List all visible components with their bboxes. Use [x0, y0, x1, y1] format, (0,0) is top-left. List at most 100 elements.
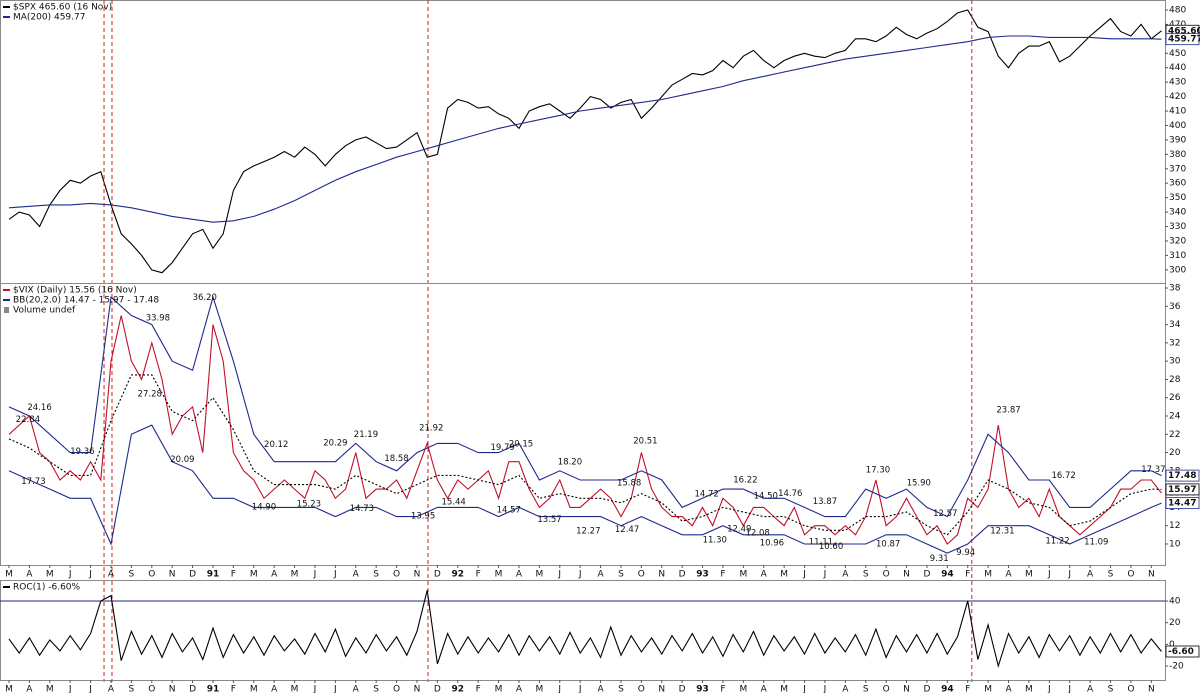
x-tick-label: O [148, 570, 155, 580]
peak-label: 12.27 [576, 527, 600, 537]
y-tick-label: 40 [1169, 597, 1181, 607]
peak-label: 14.57 [497, 506, 521, 516]
x-tick-label: A [1005, 685, 1012, 693]
y-tick-label: 380 [1169, 150, 1186, 160]
peak-label: 14.73 [350, 504, 374, 514]
legend-label: Volume undef [13, 306, 76, 316]
x-tick-label: J [1067, 685, 1071, 693]
x-tick-label: M [984, 685, 992, 693]
x-tick-label: D [679, 570, 686, 580]
peak-label: 16.72 [1051, 471, 1075, 481]
peak-label: 18.58 [384, 454, 408, 464]
x-tick-label: M [780, 570, 788, 580]
x-tick-label: 92 [451, 570, 464, 580]
y-tick-label: 360 [1169, 179, 1186, 189]
peak-label: 36.20 [193, 293, 217, 303]
x-tick-label: N [903, 685, 910, 693]
x-tick-label: A [26, 570, 33, 580]
x-tick-label: F [231, 570, 236, 580]
peak-label: 20.15 [509, 440, 533, 450]
y-tick-label: 38 [1169, 284, 1181, 294]
last-value-label: -6.60 [1168, 647, 1194, 657]
x-tick-label: M [1025, 685, 1033, 693]
x-tick-label: 94 [941, 570, 954, 580]
x-tick-label: J [333, 570, 337, 580]
x-tick-label: M [250, 685, 258, 693]
x-tick-label: D [434, 570, 441, 580]
x-tick-label: S [1108, 685, 1114, 693]
y-tick-label: 410 [1169, 107, 1186, 117]
peak-label: 27.28 [138, 390, 162, 400]
peak-label: 21.92 [419, 424, 443, 434]
x-tick-label: N [658, 685, 665, 693]
x-tick-label: S [373, 570, 379, 580]
x-tick-label: M [5, 685, 13, 693]
y-tick-label: 480 [1169, 5, 1186, 15]
x-tick-label: A [1087, 685, 1094, 693]
x-tick-label: N [1148, 570, 1155, 580]
x-tick-label: J [313, 570, 317, 580]
x-tick-label: M [5, 570, 13, 580]
peak-label: 11.09 [1084, 538, 1108, 548]
y-tick-label: 330 [1169, 222, 1186, 232]
x-tick-label: 94 [941, 685, 954, 693]
x-tick-label: D [679, 685, 686, 693]
peak-label: 20.29 [323, 438, 347, 448]
x-tick-label: 92 [451, 685, 464, 693]
peak-label: 24.16 [27, 403, 51, 413]
x-tick-label: A [271, 570, 278, 580]
x-tick-label: S [129, 685, 135, 693]
y-tick-label: 450 [1169, 49, 1186, 59]
y-tick-label: 20 [1169, 618, 1181, 628]
x-tick-label: S [373, 685, 379, 693]
peak-label: 33.98 [146, 313, 170, 323]
x-tick-label: O [393, 685, 400, 693]
x-tick-label: O [883, 570, 890, 580]
x-tick-label: O [148, 685, 155, 693]
series-line [8, 35, 1162, 223]
x-tick-label: F [965, 685, 970, 693]
x-tick-label: D [189, 570, 196, 580]
x-tick-label: 93 [696, 685, 709, 693]
x-tick-label: N [169, 570, 176, 580]
x-tick-label: M [535, 570, 543, 580]
peak-label: 12.49 [727, 525, 751, 535]
x-tick-label: A [108, 570, 115, 580]
x-tick-label: J [578, 570, 582, 580]
last-value-box [1165, 483, 1200, 496]
x-tick-label: A [761, 685, 768, 693]
last-value-box [1165, 645, 1200, 658]
x-tick-label: J [1047, 685, 1051, 693]
peak-label: 17.37 [1141, 465, 1165, 475]
x-tick-label: D [923, 685, 930, 693]
x-tick-label: M [291, 685, 299, 693]
peak-label: 11.22 [1045, 536, 1069, 546]
peak-label: 15.44 [442, 498, 466, 508]
x-tick-label: F [720, 570, 725, 580]
y-tick-label: 26 [1169, 393, 1181, 403]
legend-label: $SPX 465.60 (16 Nov) [13, 3, 112, 13]
peak-label: 13.87 [813, 497, 837, 507]
x-tick-label: O [393, 570, 400, 580]
x-tick-label: J [802, 685, 806, 693]
peak-label: 14.72 [694, 489, 718, 499]
x-tick-label: N [169, 685, 176, 693]
peak-label: 14.50 [754, 491, 778, 501]
x-tick-label: N [903, 570, 910, 580]
y-tick-label: 12 [1169, 521, 1180, 531]
peak-label: 14.90 [252, 503, 276, 513]
x-tick-label: M [739, 570, 747, 580]
peak-label: 10.87 [876, 540, 900, 550]
x-tick-label: O [1127, 570, 1134, 580]
x-tick-label: A [1087, 570, 1094, 580]
peak-label: 10.60 [819, 542, 843, 552]
x-tick-label: 91 [207, 570, 220, 580]
y-tick-label: 0 [1169, 640, 1175, 650]
x-tick-label: M [495, 685, 503, 693]
legend-swatch [4, 307, 9, 313]
peak-label: 11.30 [703, 536, 727, 546]
x-tick-label: D [923, 570, 930, 580]
x-tick-label: F [965, 570, 970, 580]
